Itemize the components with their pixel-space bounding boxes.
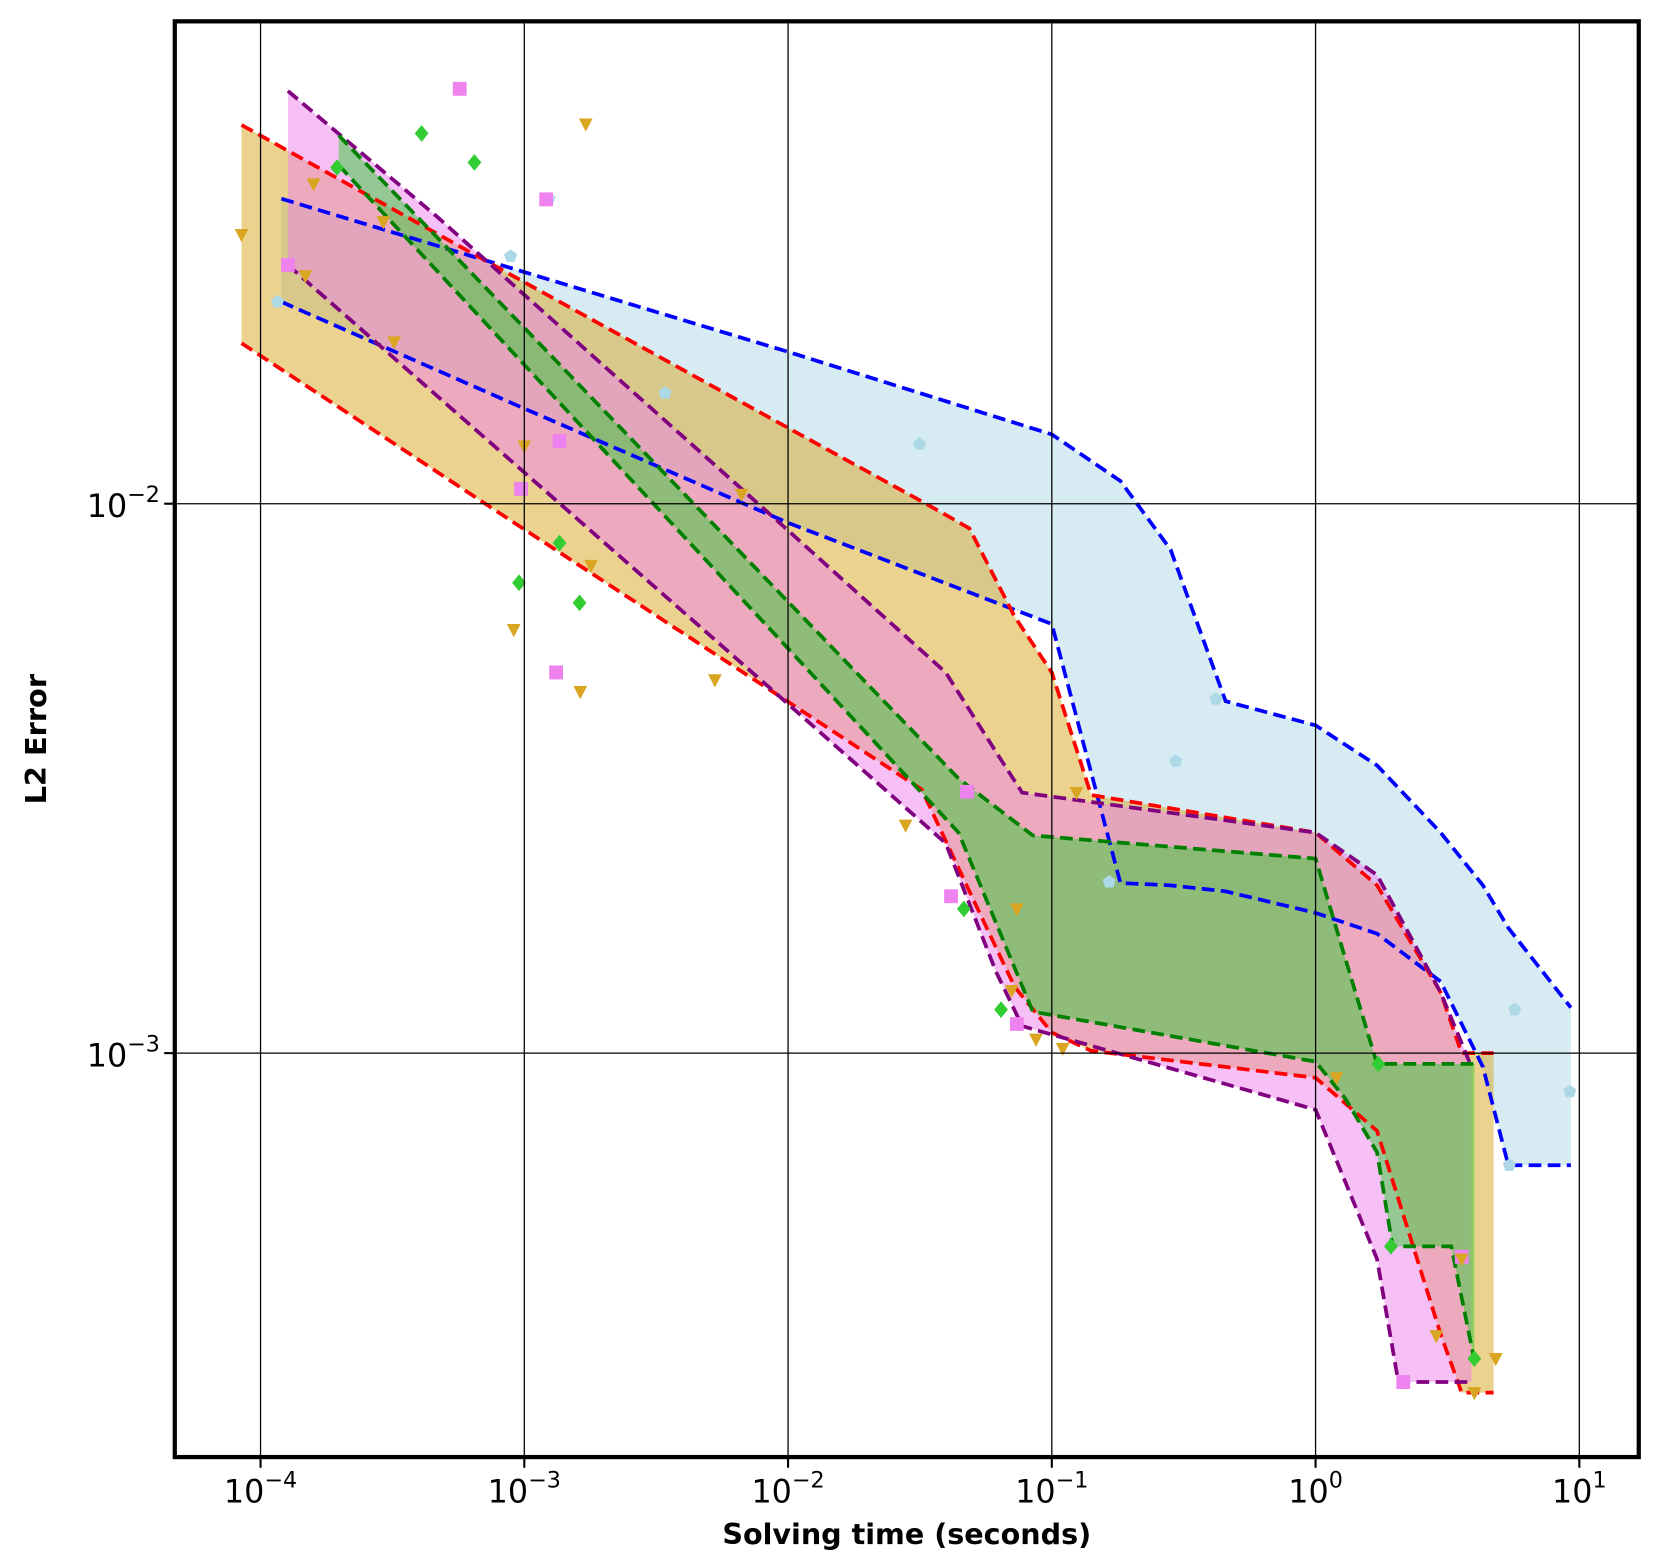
x-tick-label: 10−4 xyxy=(224,1467,297,1510)
marker xyxy=(1029,1033,1043,1047)
marker xyxy=(1004,984,1019,999)
marker xyxy=(1209,692,1223,705)
marker xyxy=(1169,754,1183,767)
band-line xyxy=(280,196,1573,1009)
marker xyxy=(960,784,974,799)
marker xyxy=(994,1001,1008,1018)
marker xyxy=(376,216,391,230)
marker xyxy=(298,270,313,284)
y-tick-label: 10−3 xyxy=(87,1031,160,1074)
marker xyxy=(573,686,588,700)
marker xyxy=(1396,1375,1411,1389)
marker xyxy=(281,258,295,272)
marker xyxy=(578,118,593,132)
marker xyxy=(414,125,429,142)
marker xyxy=(504,249,518,262)
marker xyxy=(734,488,749,502)
marker xyxy=(1563,1084,1577,1098)
x-tick-label: 10−1 xyxy=(1015,1467,1088,1510)
marker xyxy=(1502,1158,1516,1171)
marker xyxy=(552,434,567,449)
marker xyxy=(1454,1253,1469,1267)
plot-area xyxy=(234,81,1577,1401)
marker xyxy=(1102,874,1116,888)
marker xyxy=(549,665,563,680)
marker xyxy=(1329,1072,1344,1086)
x-axis-label: Solving time (seconds) xyxy=(722,1517,1091,1551)
marker xyxy=(1467,1387,1482,1401)
marker xyxy=(708,674,722,688)
marker xyxy=(1055,1042,1070,1057)
marker xyxy=(1069,787,1084,801)
marker xyxy=(1488,1353,1503,1367)
band-line xyxy=(280,300,1571,1168)
marker xyxy=(512,574,526,592)
marker xyxy=(514,481,528,496)
x-tick-label: 10−3 xyxy=(488,1467,561,1510)
marker xyxy=(387,336,402,350)
marker xyxy=(1009,903,1024,917)
marker xyxy=(584,559,598,574)
marker xyxy=(898,819,913,833)
marker xyxy=(912,437,927,450)
marker xyxy=(234,228,249,243)
y-tick-label: 10−2 xyxy=(87,482,160,525)
marker xyxy=(506,624,521,638)
marker xyxy=(270,294,285,308)
band-line xyxy=(286,89,1474,1068)
marker xyxy=(956,900,971,918)
marker xyxy=(572,594,587,612)
marker xyxy=(1467,1350,1482,1367)
marker xyxy=(1429,1330,1444,1344)
x-tick-label: 101 xyxy=(1552,1467,1607,1510)
marker xyxy=(467,154,482,171)
x-tick-label: 100 xyxy=(1288,1467,1343,1510)
marker xyxy=(1009,1017,1024,1031)
x-tick-label: 10−2 xyxy=(751,1467,824,1510)
marker xyxy=(658,386,672,399)
marker xyxy=(452,81,467,96)
y-axis-label: L2 Error xyxy=(19,673,53,804)
plot-frame xyxy=(172,19,1641,1460)
marker xyxy=(1508,1002,1522,1016)
band-fill xyxy=(338,135,1475,1361)
marker xyxy=(330,159,344,176)
marker xyxy=(306,178,321,192)
marker xyxy=(539,192,554,207)
marker xyxy=(944,889,958,904)
band-line xyxy=(337,164,1477,1361)
